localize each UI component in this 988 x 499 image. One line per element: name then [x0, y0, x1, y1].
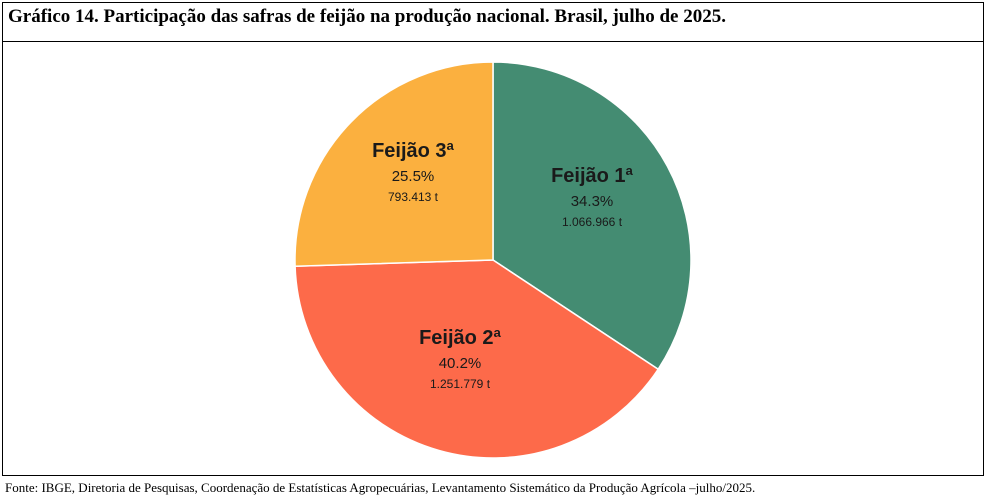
- slice-label-quantity: 1.066.966 t: [562, 215, 623, 229]
- slice-label-group-2: Feijão 2ª 40.2% 1.251.779 t: [419, 327, 501, 391]
- chart-title: Gráfico 14. Participação das safras de f…: [8, 6, 726, 27]
- slice-label-name: Feijão 3ª: [372, 140, 454, 162]
- slice-label-quantity: 1.251.779 t: [430, 377, 491, 391]
- pie-slice-3: [294, 61, 494, 267]
- slice-label-percent: 25.5%: [392, 168, 435, 185]
- title-divider: [2, 41, 984, 42]
- slice-label-group-1: Feijão 1ª 34.3% 1.066.966 t: [551, 165, 633, 229]
- pie-slice-2: [294, 259, 660, 459]
- slice-label-percent: 40.2%: [439, 355, 482, 372]
- chart-frame: [2, 2, 984, 476]
- slice-label-group-3: Feijão 3ª 25.5% 793.413 t: [372, 140, 454, 204]
- slice-label-name: Feijão 1ª: [551, 165, 633, 187]
- slice-label-name: Feijão 2ª: [419, 327, 501, 349]
- slice-label-percent: 34.3%: [571, 193, 614, 210]
- slice-label-quantity: 793.413 t: [388, 190, 439, 204]
- source-note: Fonte: IBGE, Diretoria de Pesquisas, Coo…: [5, 480, 756, 495]
